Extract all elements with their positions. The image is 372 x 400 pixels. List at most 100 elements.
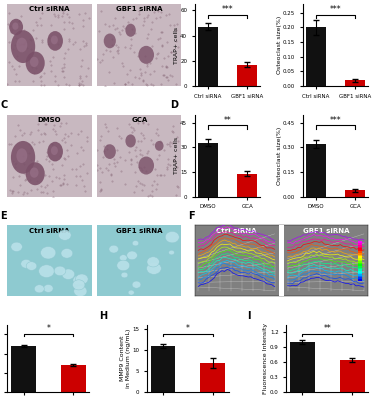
Point (148, 192, 154, 199)
Text: **: ** (224, 116, 231, 125)
Point (52, 73, 58, 80)
Circle shape (44, 284, 53, 292)
Point (52, 13, 58, 20)
Point (21, 189, 27, 195)
Point (147, 191, 153, 198)
Point (44, 148, 50, 155)
Point (55, 12, 61, 18)
Point (62, 156, 68, 162)
Point (62, 138, 68, 145)
Point (13, 35, 19, 42)
Point (105, 166, 111, 173)
Point (83, 72, 89, 79)
Point (112, 162, 118, 169)
Point (77, 144, 83, 151)
Text: GBF1 siRNA: GBF1 siRNA (304, 228, 350, 234)
Point (97, 179, 103, 185)
Point (168, 49, 174, 55)
Point (159, 29, 165, 35)
Point (115, 44, 121, 50)
Point (173, 38, 179, 44)
Point (161, 172, 167, 178)
Point (174, 21, 180, 27)
Bar (290, 342, 315, 392)
Bar (358, 277, 362, 279)
Point (111, 160, 117, 166)
Ellipse shape (26, 162, 45, 185)
Point (16, 42, 22, 48)
Point (38, 78, 44, 84)
Point (21, 40, 27, 47)
Point (26, 54, 32, 60)
Point (141, 15, 147, 21)
Point (28, 186, 33, 193)
Point (160, 72, 166, 78)
Point (16, 63, 22, 69)
Point (161, 55, 167, 62)
Circle shape (74, 286, 87, 296)
Point (157, 35, 163, 41)
FancyBboxPatch shape (92, 225, 97, 296)
Point (154, 55, 160, 62)
Point (100, 50, 106, 57)
Point (49, 194, 55, 200)
Point (141, 182, 147, 188)
Point (164, 164, 170, 171)
Point (18, 40, 24, 47)
Point (113, 42, 119, 48)
Point (51, 32, 57, 39)
Point (38, 73, 44, 79)
Point (50, 54, 56, 60)
Text: GBF1 siRNA: GBF1 siRNA (116, 6, 163, 12)
Point (13, 160, 19, 166)
Point (28, 144, 34, 151)
Point (105, 128, 111, 134)
Point (76, 82, 82, 88)
Point (175, 184, 181, 190)
Point (135, 178, 141, 184)
Point (145, 12, 151, 18)
Point (144, 82, 150, 88)
Point (96, 28, 102, 34)
Point (26, 168, 32, 174)
Bar (358, 264, 362, 266)
Point (94, 167, 100, 174)
Point (154, 156, 160, 162)
Point (145, 192, 151, 199)
Point (101, 148, 107, 154)
Point (126, 121, 132, 127)
Point (42, 172, 48, 178)
Text: ***: *** (222, 5, 233, 14)
Circle shape (62, 269, 75, 280)
Point (58, 182, 64, 188)
Point (104, 142, 110, 148)
Point (78, 57, 84, 63)
Point (28, 37, 34, 44)
Point (122, 80, 128, 87)
Y-axis label: Fluorescence Intensity: Fluorescence Intensity (263, 323, 269, 394)
Point (145, 30, 151, 37)
Point (16, 27, 22, 34)
Point (38, 131, 44, 138)
Point (140, 120, 146, 126)
Point (46, 157, 52, 164)
Point (137, 66, 143, 72)
Circle shape (59, 230, 71, 240)
Point (35, 121, 41, 127)
Point (106, 69, 112, 75)
Point (109, 177, 115, 184)
Point (151, 68, 157, 74)
Point (137, 180, 143, 186)
Point (165, 52, 171, 59)
Point (9, 26, 15, 33)
Point (170, 129, 176, 135)
Point (60, 181, 65, 187)
Point (48, 58, 54, 64)
Point (61, 26, 67, 32)
Point (31, 141, 37, 147)
Point (164, 11, 170, 18)
Point (76, 80, 82, 86)
Point (152, 166, 158, 172)
Point (15, 22, 20, 28)
Point (142, 53, 148, 60)
